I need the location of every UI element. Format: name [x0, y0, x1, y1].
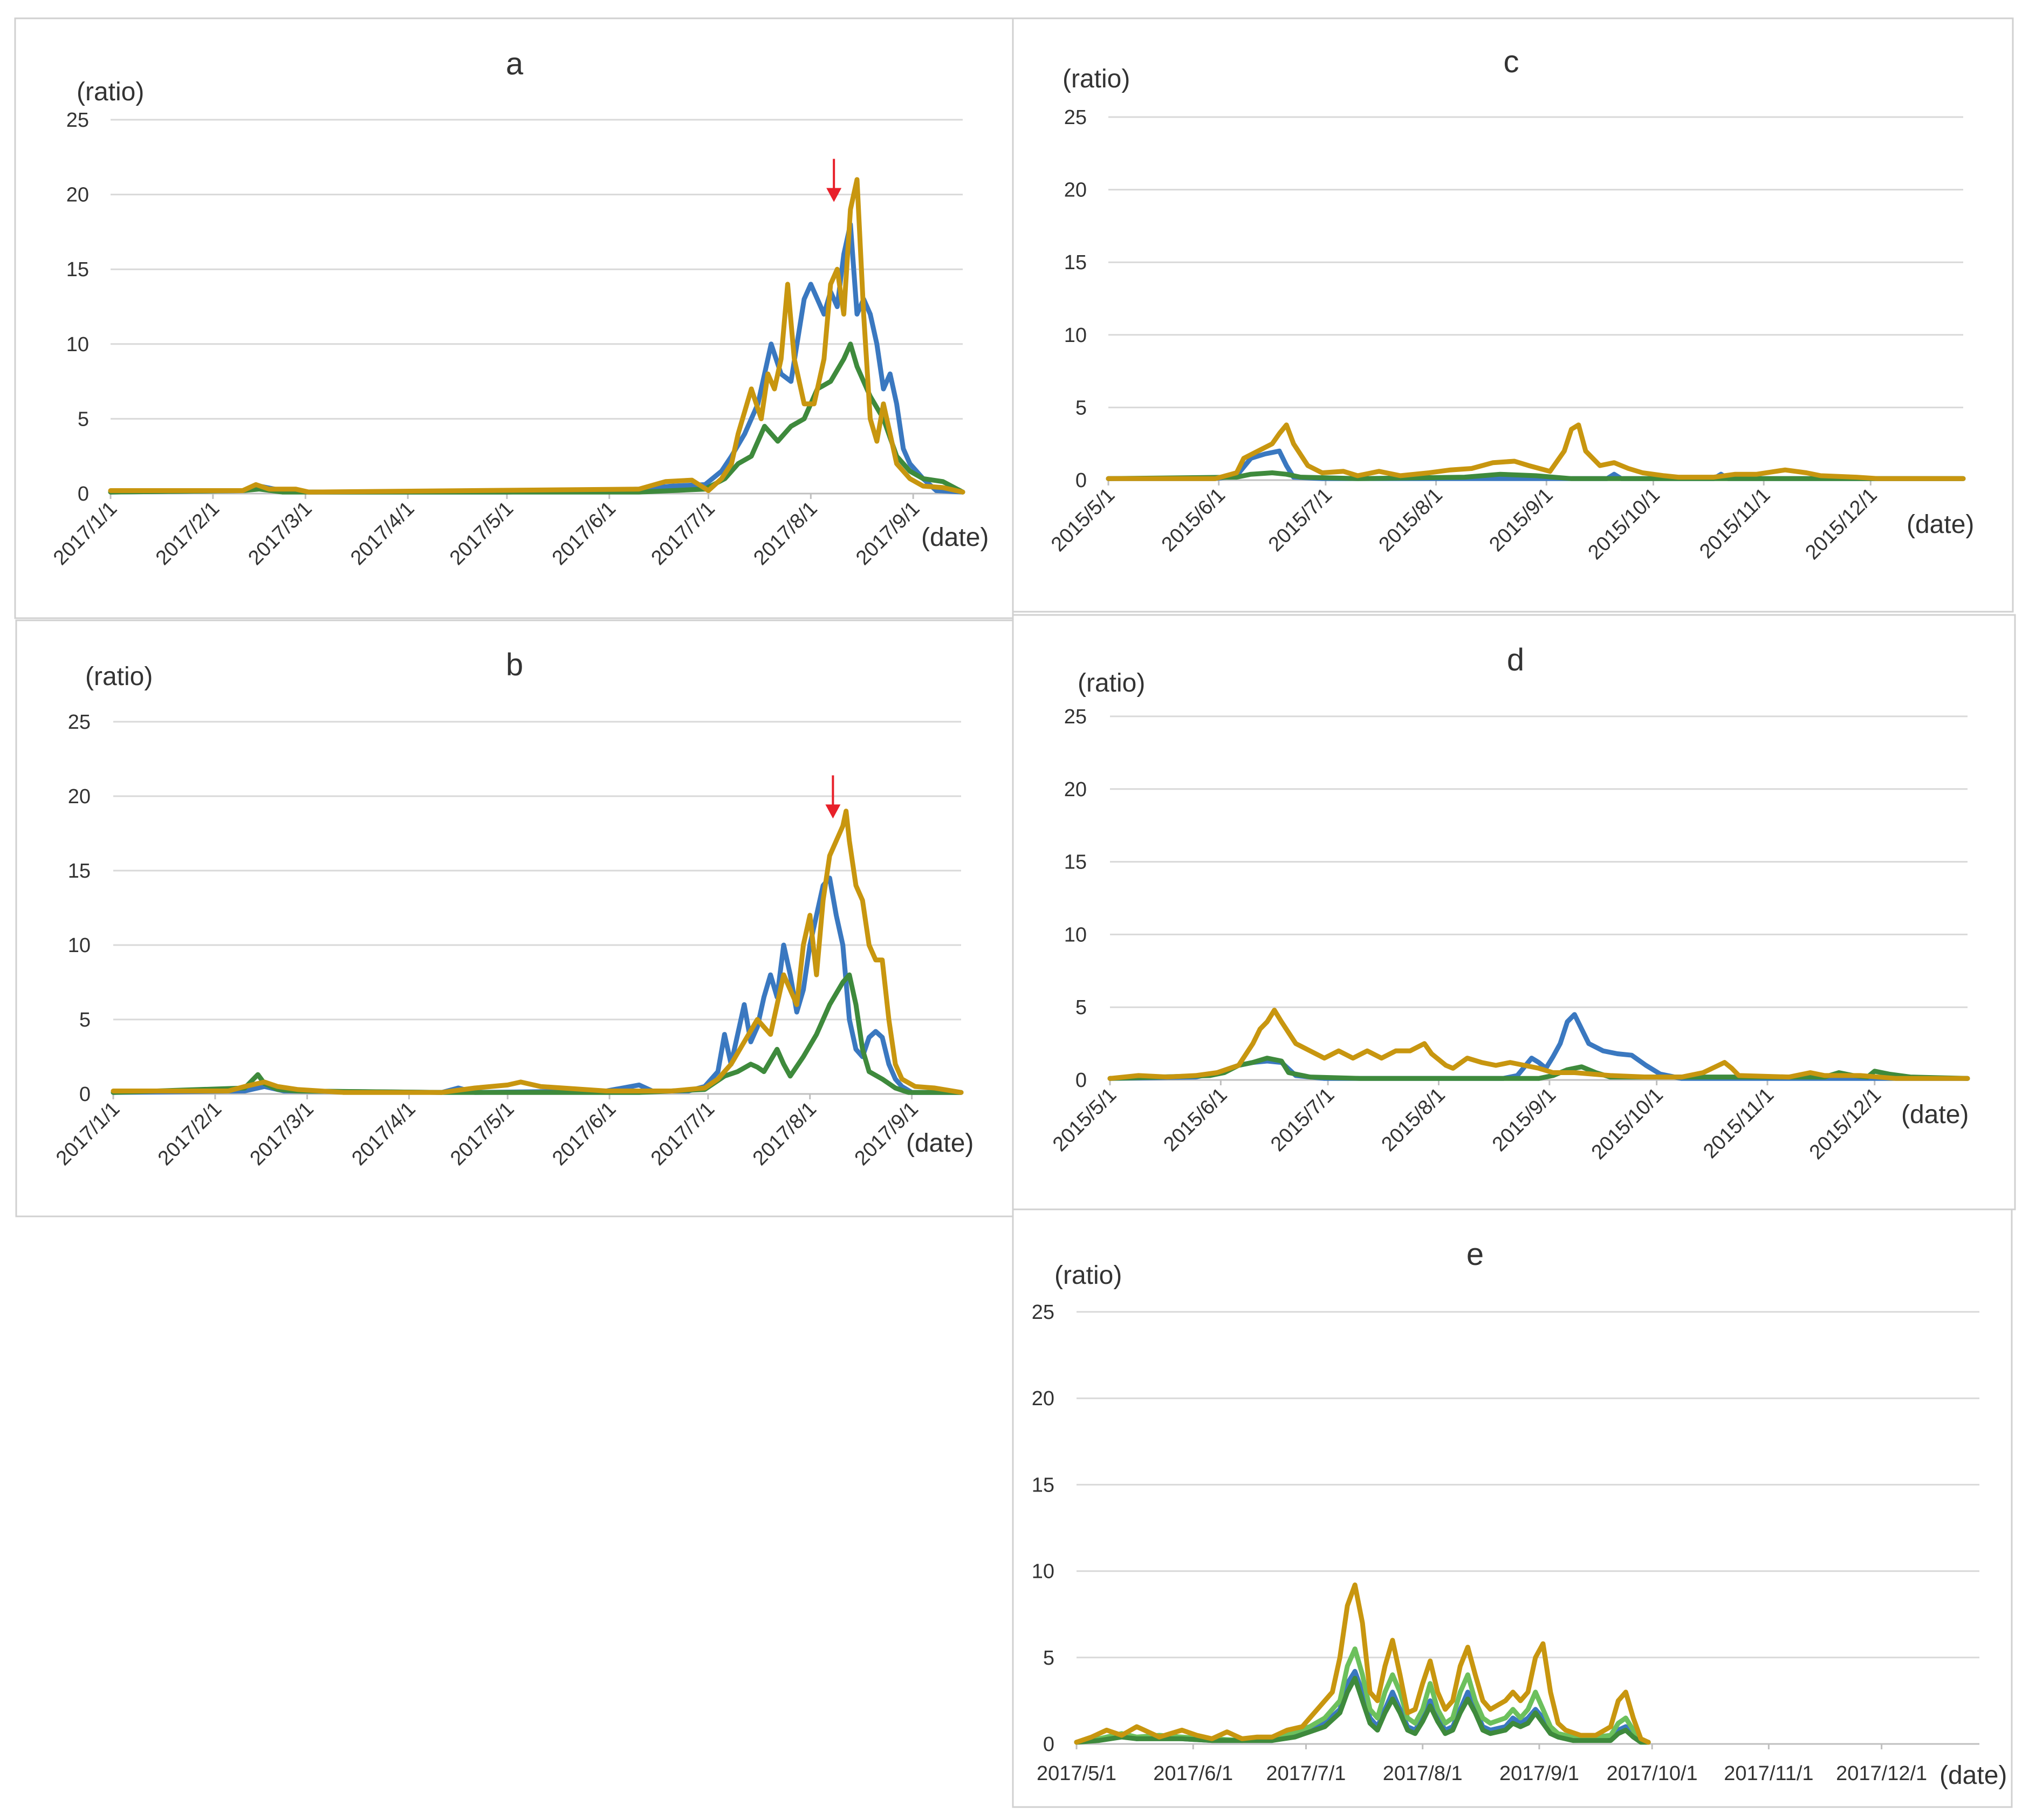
panel-a-ytick-label: 15 [66, 258, 89, 281]
panel-e-ytick-label: 15 [1032, 1474, 1054, 1496]
chart-panel-e: e (ratio) (date) 0 5 10 15 20 25 2017/5/1 2017/… [1012, 1208, 2013, 1808]
panel-a-peak-arrow [826, 159, 842, 202]
panel-c-series-green [1106, 470, 1966, 481]
panel-c-series-gold [1106, 422, 1966, 481]
panel-b-peak-arrow [825, 775, 841, 819]
panel-d-ytick-label: 0 [1075, 1069, 1087, 1092]
panel-c-title: c [1504, 44, 1519, 79]
panel-e-ytick-label: 25 [1032, 1301, 1054, 1324]
panel-d-ylabel: (ratio) [1078, 669, 1145, 697]
panel-e-xtick-label: 2017/6/1 [1153, 1762, 1233, 1785]
panel-c-ytick-label: 5 [1075, 396, 1087, 419]
panel-a-ytick-label: 0 [78, 483, 89, 505]
panel-a-ytick-label: 25 [66, 109, 89, 132]
panel-e-title: e [1466, 1237, 1484, 1272]
panel-d-title: d [1507, 642, 1524, 678]
panel-a-border [14, 17, 1014, 619]
panel-c-xlabel: (date) [1907, 510, 1974, 539]
panel-b-ytick-label: 15 [68, 860, 91, 882]
panel-c-ylabel: (ratio) [1063, 65, 1130, 93]
panel-e-xtick-label: 2017/5/1 [1037, 1762, 1116, 1785]
panel-e-series-green [1074, 1675, 1651, 1745]
panel-d-ytick-label: 20 [1064, 778, 1087, 801]
panel-e-xtick-label: 2017/12/1 [1836, 1762, 1927, 1785]
panel-b-ylabel: (ratio) [85, 662, 153, 691]
panel-a-title: a [506, 46, 524, 81]
panel-c-ytick-label: 25 [1064, 106, 1087, 129]
panel-d-series-gold [1107, 1008, 1970, 1081]
panel-d-ytick-label: 5 [1075, 996, 1087, 1019]
panel-a-ylabel: (ratio) [77, 78, 144, 106]
panel-d-ytick-label: 15 [1064, 851, 1087, 874]
panel-d-xlabel: (date) [1901, 1100, 1969, 1129]
panel-c-ytick-label: 20 [1064, 179, 1087, 202]
panel-e-xtick-label: 2017/8/1 [1383, 1762, 1463, 1785]
panel-c-ytick-label: 0 [1075, 469, 1087, 492]
panel-e-series-gold [1074, 1582, 1651, 1745]
panel-e-ytick-label: 20 [1032, 1387, 1054, 1410]
panel-a-ytick-label: 20 [66, 184, 89, 207]
panel-a-ytick-label: 10 [66, 333, 89, 356]
panel-d-ytick-label: 25 [1064, 706, 1087, 728]
panel-b-ytick-label: 5 [79, 1009, 91, 1031]
panel-d-ytick-label: 10 [1064, 923, 1087, 946]
panel-b-ytick-label: 20 [68, 785, 91, 808]
panel-a-xlabel: (date) [921, 523, 989, 552]
panel-b-ytick-label: 10 [68, 934, 91, 957]
panel-c-ytick-label: 10 [1064, 324, 1087, 347]
panel-b-border [15, 619, 1014, 1217]
panel-b-ytick-label: 25 [68, 711, 91, 734]
panel-e-xtick-label: 2017/9/1 [1499, 1762, 1579, 1785]
panel-d-border [1012, 614, 2016, 1210]
panel-e-ytick-label: 5 [1043, 1647, 1054, 1670]
panel-e-plot: 0 5 10 15 20 25 2017/5/1 2017/6/1 2017/7/1 2017/8… [1032, 1301, 1979, 1785]
panel-e-ytick-label: 0 [1043, 1733, 1054, 1756]
panel-b-xlabel: (date) [906, 1129, 974, 1158]
panel-e-ylabel: (ratio) [1054, 1261, 1122, 1290]
panel-b-ytick-label: 0 [79, 1083, 91, 1106]
panel-c-ytick-label: 15 [1064, 251, 1087, 274]
panel-e-xlabel: (date) [1939, 1761, 2007, 1790]
panel-a-ytick-label: 5 [78, 408, 89, 430]
panel-b-series-gold [111, 809, 964, 1095]
panel-e-xtick-label: 2017/11/1 [1724, 1762, 1813, 1785]
panel-a-series-gold [108, 177, 965, 495]
panel-e-xtick-label: 2017/7/1 [1266, 1762, 1346, 1785]
panel-e-ytick-label: 10 [1032, 1561, 1054, 1583]
panel-b-title: b [506, 647, 523, 682]
panel-e-xtick-label: 2017/10/1 [1607, 1762, 1698, 1785]
